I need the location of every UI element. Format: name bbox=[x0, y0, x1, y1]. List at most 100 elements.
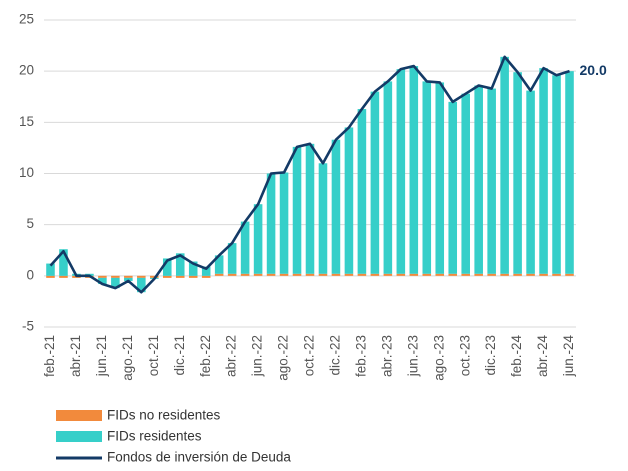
legend-label: Fondos de inversión de Deuda bbox=[107, 450, 291, 465]
bar bbox=[383, 81, 393, 274]
bar bbox=[253, 273, 263, 276]
bar bbox=[409, 273, 419, 276]
bar bbox=[175, 275, 185, 278]
y-tick-label: 20 bbox=[19, 63, 34, 78]
x-tick-label: dic.-21 bbox=[172, 335, 187, 376]
bar bbox=[448, 101, 458, 274]
bar bbox=[448, 273, 458, 276]
bar bbox=[513, 72, 522, 274]
y-tick-label: 5 bbox=[26, 216, 34, 231]
bar bbox=[539, 273, 548, 276]
bar bbox=[162, 275, 172, 278]
bar bbox=[124, 277, 133, 281]
bar bbox=[487, 273, 496, 276]
bar bbox=[422, 273, 432, 276]
bar bbox=[292, 273, 302, 276]
bar bbox=[500, 56, 509, 274]
bar bbox=[409, 66, 419, 274]
x-tick-label: ago.-22 bbox=[276, 335, 291, 381]
bar bbox=[98, 275, 107, 278]
bar bbox=[59, 275, 68, 278]
x-tick-label: jun.-24 bbox=[561, 335, 576, 378]
bar bbox=[279, 172, 289, 274]
x-tick-label: feb.-23 bbox=[353, 335, 368, 377]
bar bbox=[565, 71, 574, 274]
bar bbox=[461, 93, 470, 274]
bar bbox=[331, 273, 341, 276]
bar bbox=[474, 85, 483, 274]
bar bbox=[175, 253, 185, 276]
bar bbox=[214, 255, 224, 274]
x-tick-label: oct.-22 bbox=[302, 335, 317, 376]
x-tick-label: abr.-22 bbox=[224, 335, 239, 377]
bar bbox=[162, 258, 172, 276]
x-tick-label: jun.-21 bbox=[94, 335, 109, 377]
bar bbox=[137, 277, 146, 293]
bar bbox=[435, 273, 445, 276]
bar bbox=[188, 275, 198, 278]
end-label: 20.0 bbox=[580, 62, 607, 78]
bar bbox=[331, 139, 341, 274]
y-tick-label: 0 bbox=[26, 267, 34, 282]
x-tick-label: feb.-22 bbox=[198, 335, 213, 377]
x-tick-label: dic.-22 bbox=[328, 335, 343, 376]
y-tick-label: -5 bbox=[22, 319, 34, 334]
bar bbox=[396, 69, 406, 274]
y-tick-label: 10 bbox=[19, 165, 34, 180]
bar bbox=[201, 266, 211, 276]
bar bbox=[357, 109, 367, 274]
y-tick-label: 25 bbox=[19, 12, 34, 27]
bar bbox=[344, 127, 354, 274]
bar bbox=[201, 275, 211, 278]
bar bbox=[111, 277, 120, 289]
bar bbox=[344, 273, 354, 276]
x-tick-label: ago.-23 bbox=[431, 335, 446, 381]
legend-label: FIDs no residentes bbox=[107, 408, 221, 423]
bar bbox=[188, 261, 198, 276]
x-tick-label: abr.-24 bbox=[535, 335, 550, 378]
bar bbox=[422, 81, 432, 274]
bar bbox=[526, 90, 535, 274]
bar bbox=[214, 273, 224, 276]
bar bbox=[137, 275, 146, 278]
y-tick-label: 15 bbox=[19, 114, 34, 129]
x-tick-label: feb.-24 bbox=[509, 335, 524, 378]
bar bbox=[383, 273, 393, 276]
bar bbox=[357, 273, 367, 276]
bar bbox=[539, 68, 548, 274]
bar bbox=[305, 143, 315, 274]
bar bbox=[240, 273, 250, 276]
x-tick-label: abr.-21 bbox=[68, 335, 83, 377]
bar bbox=[227, 273, 237, 276]
bar bbox=[513, 273, 522, 276]
bar bbox=[318, 273, 328, 276]
bar bbox=[292, 146, 302, 274]
bar bbox=[266, 273, 276, 276]
bar bbox=[565, 273, 574, 276]
bar bbox=[435, 82, 445, 274]
bar bbox=[253, 204, 263, 274]
x-tick-label: feb.-21 bbox=[42, 335, 57, 377]
line bbox=[49, 55, 570, 294]
bar bbox=[98, 277, 107, 285]
x-tick-label: oct.-23 bbox=[457, 335, 472, 376]
bar bbox=[305, 273, 315, 276]
bar bbox=[474, 273, 483, 276]
legend-label: FIDs residentes bbox=[107, 429, 202, 444]
bar bbox=[370, 91, 380, 274]
bar bbox=[461, 273, 470, 276]
legend-swatch bbox=[56, 410, 102, 421]
legend-swatch bbox=[56, 431, 102, 442]
x-tick-label: abr.-23 bbox=[379, 335, 394, 377]
bar bbox=[124, 275, 133, 278]
x-tick-label: oct.-21 bbox=[146, 335, 161, 376]
bar bbox=[487, 88, 496, 274]
bar bbox=[46, 263, 55, 276]
x-tick-label: dic.-23 bbox=[483, 335, 498, 376]
bar bbox=[552, 75, 561, 274]
x-tick-label: jun.-22 bbox=[250, 335, 265, 377]
bar bbox=[227, 243, 237, 274]
bar bbox=[266, 173, 276, 274]
bar bbox=[111, 275, 120, 278]
